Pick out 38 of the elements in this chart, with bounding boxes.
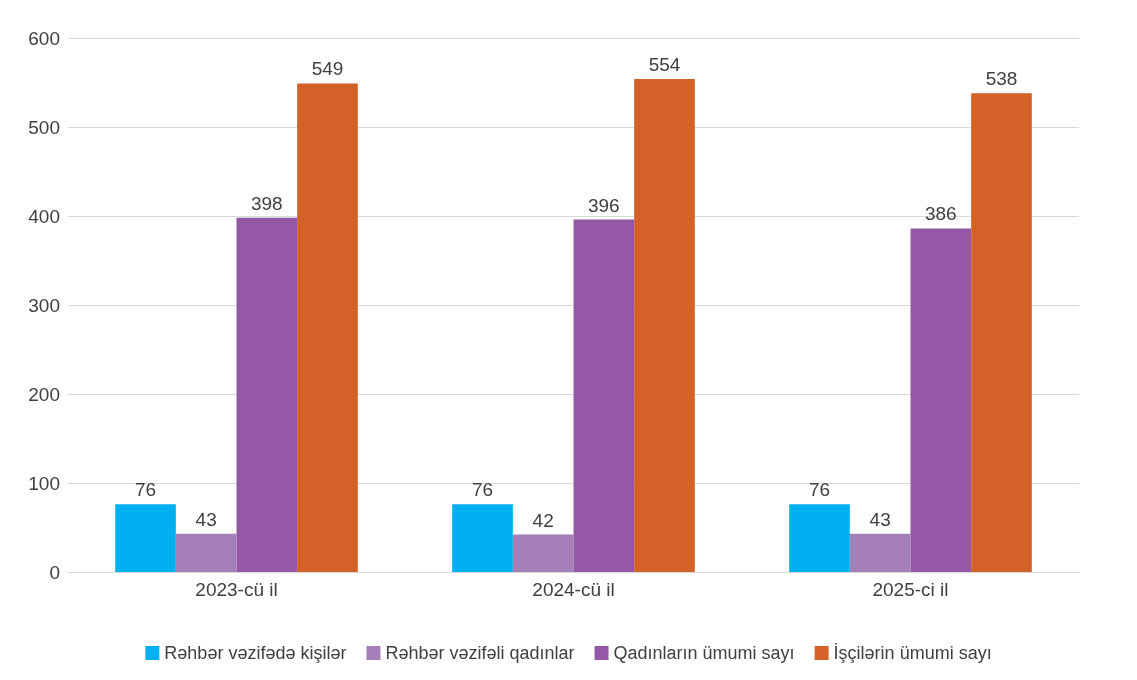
data-label: 43 (869, 508, 891, 530)
bar (849, 533, 911, 572)
data-label: 549 (311, 58, 344, 80)
bar (512, 534, 574, 572)
data-label: 396 (587, 194, 620, 216)
legend-label: İşçilərin ümumi sayı (833, 643, 992, 663)
bar (115, 504, 176, 572)
data-label: 43 (195, 508, 217, 530)
data-label: 76 (471, 479, 494, 501)
data-label: 42 (532, 509, 554, 531)
x-tick-label: 2024-cü il (532, 579, 615, 600)
bar (573, 219, 635, 572)
y-tick-label: 200 (28, 383, 60, 405)
legend-label: Rəhbər vəzifəli qadınlar (385, 643, 575, 663)
bar (236, 217, 298, 572)
x-tick-label: 2025-ci il (872, 579, 949, 600)
y-tick-label: 400 (28, 205, 60, 227)
x-tick-label: 2023-cü il (195, 579, 278, 600)
bar (175, 533, 237, 572)
bar (452, 504, 513, 572)
data-label: 386 (924, 203, 957, 225)
bar (297, 83, 358, 572)
bar (789, 504, 850, 572)
bar (910, 228, 972, 572)
data-label: 538 (985, 68, 1018, 90)
y-tick-label: 600 (28, 27, 60, 49)
bar (634, 78, 695, 572)
y-tick-label: 100 (28, 472, 60, 494)
y-tick-label: 300 (28, 294, 60, 316)
y-tick-label: 0 (49, 561, 60, 583)
data-label: 76 (134, 479, 157, 501)
data-label: 76 (808, 479, 831, 501)
data-label: 398 (250, 192, 283, 214)
data-label: 554 (648, 53, 681, 75)
bar (971, 93, 1032, 572)
legend-label: Rəhbər vəzifədə kişilər (164, 643, 347, 663)
legend-label: Qadınların ümumi sayı (613, 643, 795, 663)
y-tick-label: 500 (28, 116, 60, 138)
